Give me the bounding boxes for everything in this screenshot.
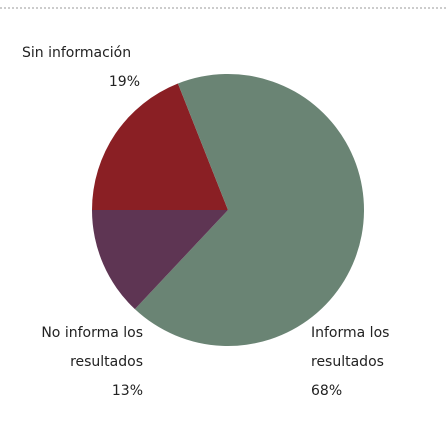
category-label: Informa los resultados xyxy=(311,325,390,370)
category-label: No informa los resultados xyxy=(41,325,143,370)
label-sin: Sin información 19% xyxy=(22,39,162,97)
label-no-informa: No informa los resultados 13% xyxy=(18,319,143,406)
category-label: Sin información xyxy=(22,45,132,61)
pie-slice xyxy=(134,74,364,347)
label-informa: Informa los resultados 68% xyxy=(311,319,411,406)
value-label: 19% xyxy=(108,74,140,90)
value-label: 68% xyxy=(311,383,343,399)
pie-slice xyxy=(92,210,228,310)
pie-slice xyxy=(92,83,228,210)
value-label: 13% xyxy=(111,383,143,399)
